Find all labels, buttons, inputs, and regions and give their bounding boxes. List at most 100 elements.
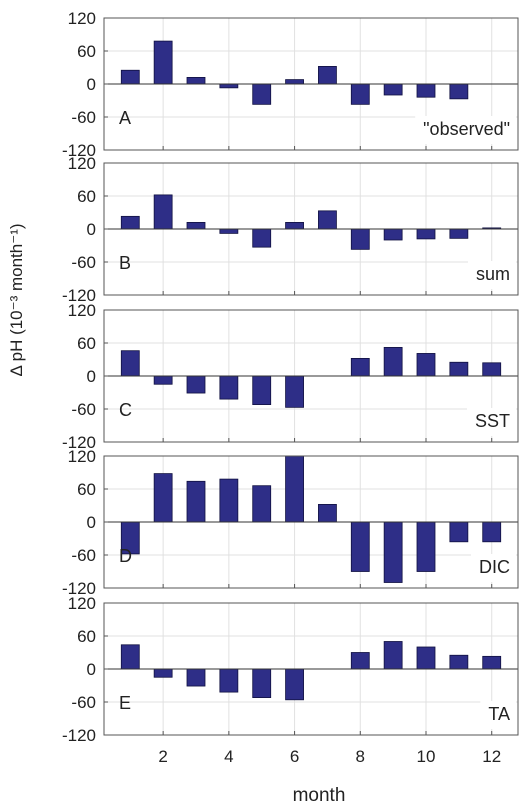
bar-d-8 bbox=[350, 521, 370, 572]
panel-tag-background bbox=[466, 408, 516, 436]
bar-c-1 bbox=[120, 350, 140, 377]
panel-tag-background bbox=[415, 116, 516, 144]
panel-letter-a: A bbox=[119, 108, 131, 128]
panel-letter-c: C bbox=[119, 400, 132, 420]
bar-b-1 bbox=[120, 215, 140, 230]
bar-d-4 bbox=[219, 478, 239, 523]
x-tick-label: 2 bbox=[158, 747, 167, 766]
panel-tag-background bbox=[480, 701, 516, 729]
bar-a-6 bbox=[285, 79, 304, 85]
panel-a: "observed" A 120 60 0 -60 -120 bbox=[62, 9, 519, 160]
panel-tag-c: SST bbox=[475, 411, 510, 431]
panel-tag-a: "observed" bbox=[423, 119, 510, 139]
y-tick-label: -120 bbox=[62, 579, 96, 598]
x-tick-label: 10 bbox=[417, 747, 436, 766]
bar-d-7 bbox=[318, 503, 337, 523]
bar-b-2 bbox=[153, 194, 173, 230]
y-tick-label: -120 bbox=[62, 726, 96, 745]
bar-e-9 bbox=[383, 641, 403, 670]
bar-b-10 bbox=[416, 228, 436, 240]
panel-c: SST C 120 60 0 -60 -120 bbox=[62, 301, 519, 452]
bar-c-8 bbox=[350, 357, 370, 377]
x-tick-label: 6 bbox=[290, 747, 299, 766]
bar-b-8 bbox=[350, 228, 370, 250]
y-axis-label: Δ pH (10⁻³ month⁻¹) bbox=[7, 223, 26, 376]
bar-d-6 bbox=[285, 455, 304, 523]
bar-c-4 bbox=[219, 375, 239, 400]
bar-d-11 bbox=[449, 521, 469, 543]
bar-a-1 bbox=[120, 69, 140, 85]
bar-a-11 bbox=[449, 83, 469, 100]
x-axis-label: month bbox=[293, 785, 346, 806]
bar-e-6 bbox=[285, 668, 304, 701]
panel-tag-background bbox=[471, 554, 516, 582]
y-tick-label: 120 bbox=[68, 9, 96, 28]
panel-tag-background bbox=[467, 261, 516, 289]
bar-e-5 bbox=[252, 668, 272, 699]
y-tick-label: 60 bbox=[77, 627, 96, 646]
bar-d-12 bbox=[482, 521, 502, 543]
bar-a-5 bbox=[252, 83, 272, 105]
panel-b: sum B 120 60 0 -60 -120 bbox=[62, 154, 519, 305]
bar-a-10 bbox=[416, 83, 436, 98]
x-tick-label: 4 bbox=[224, 747, 233, 766]
y-tick-label: -60 bbox=[71, 108, 96, 127]
y-tick-label: -60 bbox=[71, 253, 96, 272]
y-tick-label: 0 bbox=[87, 75, 96, 94]
bar-a-4 bbox=[219, 83, 239, 89]
panel-tag-b: sum bbox=[476, 264, 510, 284]
bar-d-9 bbox=[383, 521, 403, 583]
bar-d-10 bbox=[416, 521, 436, 572]
bar-c-2 bbox=[153, 375, 173, 385]
bar-e-4 bbox=[219, 668, 239, 693]
y-tick-label: 60 bbox=[77, 187, 96, 206]
bar-b-7 bbox=[318, 210, 337, 230]
bar-c-12 bbox=[482, 362, 502, 377]
y-tick-label: 60 bbox=[77, 480, 96, 499]
y-tick-label: 0 bbox=[87, 367, 96, 386]
bar-a-8 bbox=[350, 83, 370, 105]
bar-b-5 bbox=[252, 228, 272, 248]
bar-a-7 bbox=[318, 66, 337, 85]
y-tick-label: -120 bbox=[62, 141, 96, 160]
y-tick-label: 60 bbox=[77, 42, 96, 61]
y-tick-label: -120 bbox=[62, 286, 96, 305]
y-tick-label: 120 bbox=[68, 447, 96, 466]
y-tick-label: -60 bbox=[71, 693, 96, 712]
bar-e-11 bbox=[449, 654, 469, 670]
x-tick-label: 8 bbox=[356, 747, 365, 766]
panel-tag-e: TA bbox=[488, 704, 510, 724]
panel-d: DIC D 120 60 0 -60 -120 bbox=[62, 447, 519, 598]
panel-e: TA E 120 60 0 -60 -120 bbox=[62, 594, 519, 745]
bar-b-9 bbox=[383, 228, 403, 241]
bar-b-4 bbox=[219, 228, 239, 234]
bar-b-3 bbox=[186, 221, 206, 230]
panel-letter-e: E bbox=[119, 693, 131, 713]
bar-d-2 bbox=[153, 473, 173, 523]
bar-e-8 bbox=[350, 652, 370, 670]
panel-letter-d: D bbox=[119, 546, 132, 566]
bar-c-11 bbox=[449, 361, 469, 377]
panels: "observed" A 120 60 0 -60 -120 sum B 120 60 0 -60 -12… bbox=[62, 9, 519, 745]
bar-c-6 bbox=[285, 375, 304, 408]
y-tick-label: -60 bbox=[71, 546, 96, 565]
y-tick-label: 0 bbox=[87, 513, 96, 532]
y-tick-label: 0 bbox=[87, 660, 96, 679]
y-tick-label: -60 bbox=[71, 400, 96, 419]
bar-a-3 bbox=[186, 77, 206, 85]
bar-c-3 bbox=[186, 375, 206, 394]
bar-a-9 bbox=[383, 83, 403, 96]
panel-tag-d: DIC bbox=[479, 557, 510, 577]
bar-e-1 bbox=[120, 644, 140, 670]
panel-letter-b: B bbox=[119, 253, 131, 273]
y-tick-label: 120 bbox=[68, 154, 96, 173]
bar-d-3 bbox=[186, 480, 206, 523]
bar-e-3 bbox=[186, 668, 206, 687]
bar-c-5 bbox=[252, 375, 272, 406]
bar-e-10 bbox=[416, 646, 436, 670]
y-tick-label: 120 bbox=[68, 301, 96, 320]
bar-c-10 bbox=[416, 353, 436, 377]
bar-a-2 bbox=[153, 40, 173, 85]
bar-d-5 bbox=[252, 485, 272, 523]
